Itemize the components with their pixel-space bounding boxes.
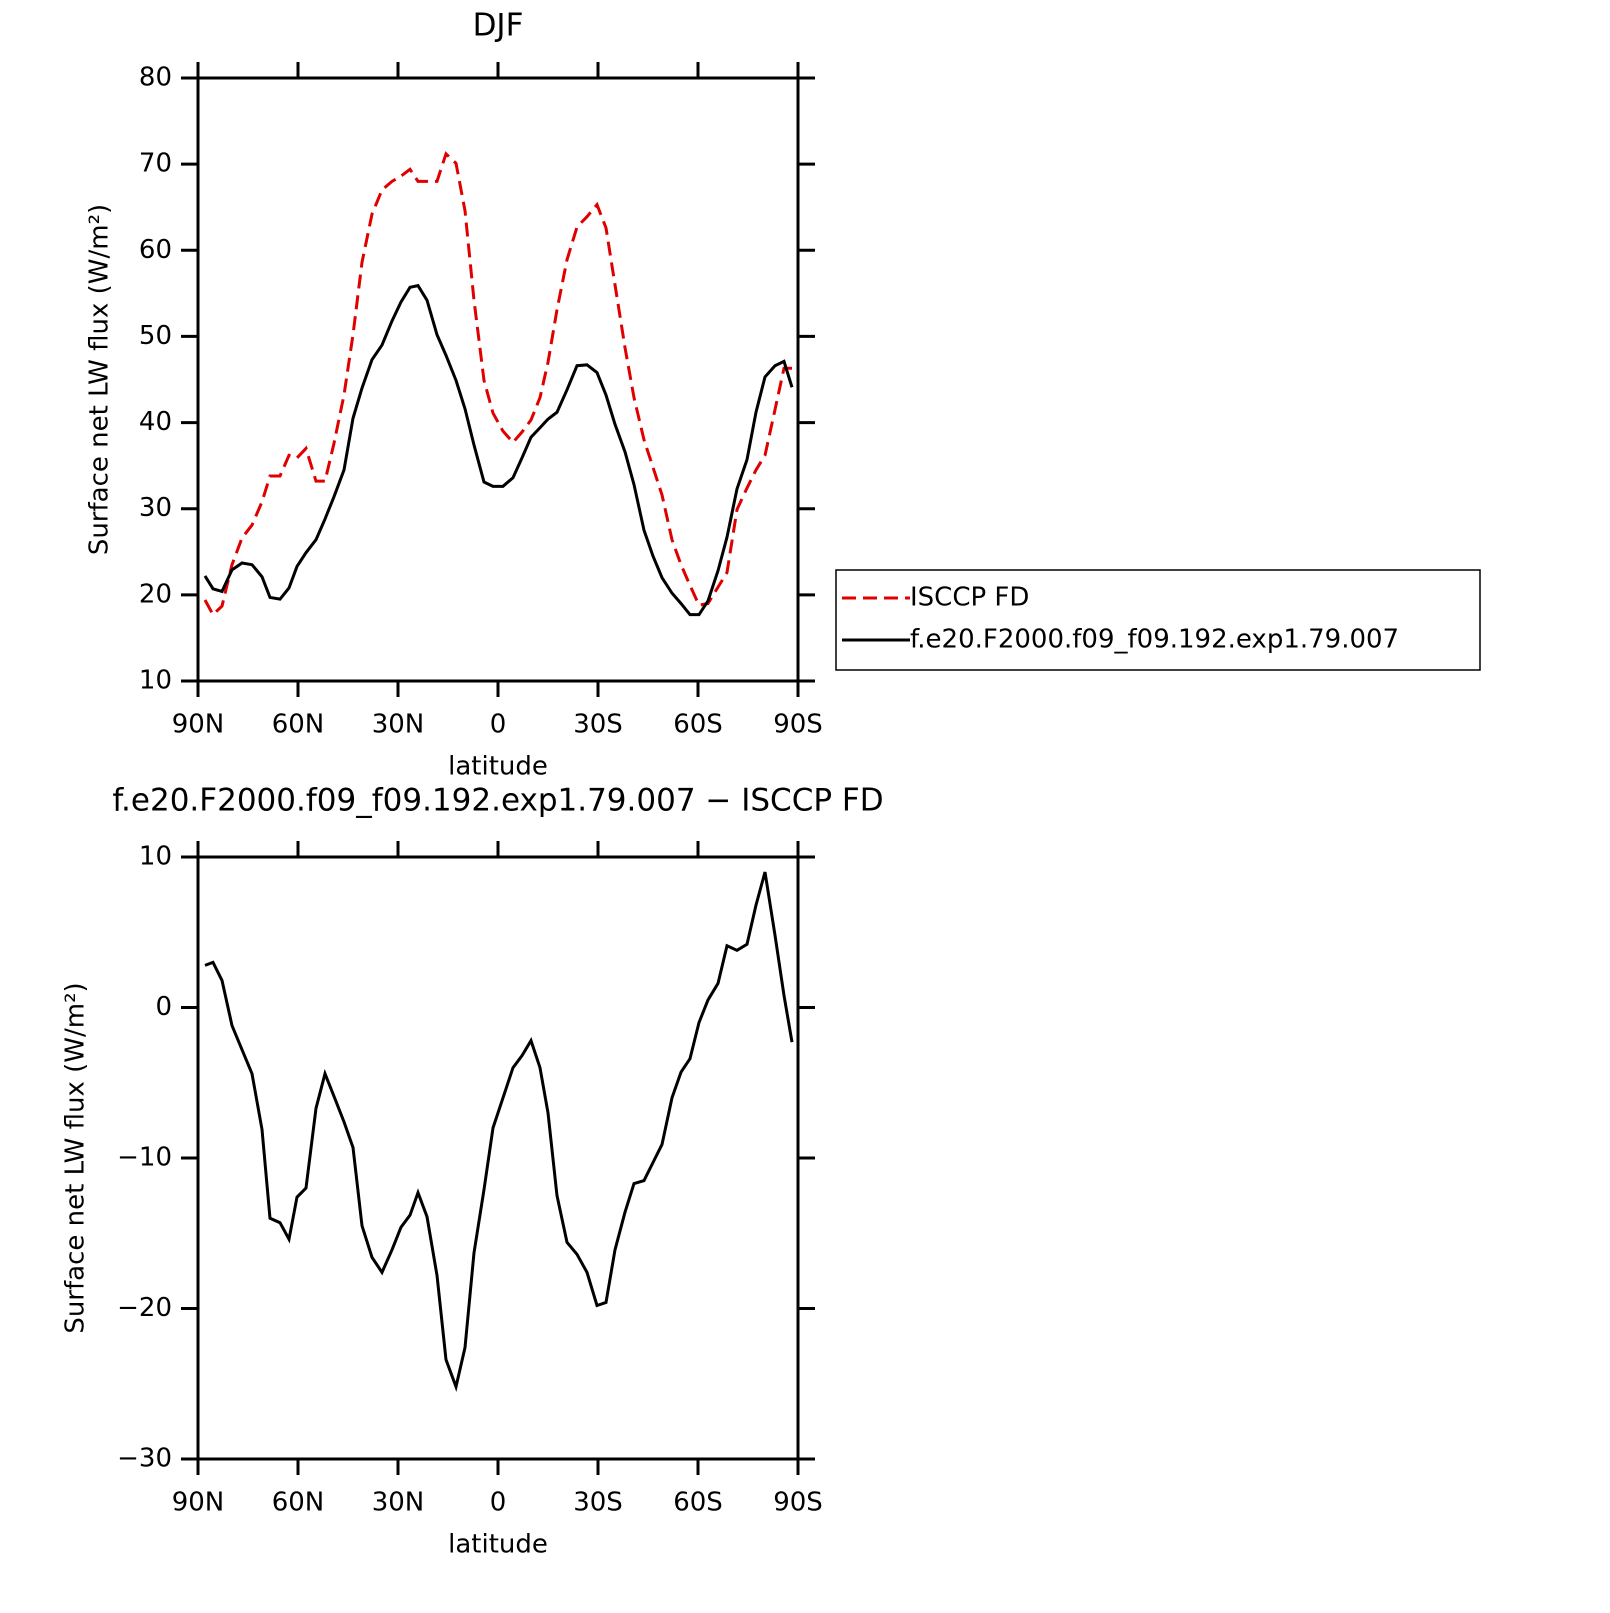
data-line bbox=[203, 283, 794, 617]
chart-title: f.e20.F2000.f09_f09.192.exp1.79.007 − IS… bbox=[112, 783, 883, 819]
x-tick-label: 90S bbox=[773, 1488, 823, 1518]
chart-title: DJF bbox=[473, 8, 524, 44]
y-tick-label: 80 bbox=[139, 63, 172, 93]
x-axis-label: latitude bbox=[448, 1530, 548, 1560]
x-tick-label: 30N bbox=[372, 1488, 425, 1518]
y-tick-label: 10 bbox=[139, 666, 172, 696]
x-tick-label: 60N bbox=[272, 1488, 325, 1518]
y-axis-label: Surface net LW flux (W/m²) bbox=[85, 204, 115, 555]
x-axis-label: latitude bbox=[448, 752, 548, 782]
data-line bbox=[203, 151, 792, 618]
x-tick-label: 60S bbox=[673, 710, 723, 740]
legend-box bbox=[835, 569, 1481, 671]
x-tick-label: 30S bbox=[573, 1488, 623, 1518]
y-tick-label: −30 bbox=[117, 1444, 172, 1474]
x-tick-label: 30S bbox=[573, 710, 623, 740]
data-line bbox=[204, 871, 794, 1392]
y-tick-label: −20 bbox=[117, 1293, 172, 1323]
x-tick-label: 30N bbox=[372, 710, 425, 740]
plot-frame bbox=[196, 855, 800, 1461]
y-tick-label: 50 bbox=[139, 321, 172, 351]
x-tick-label: 90N bbox=[172, 1488, 225, 1518]
y-tick-label: −10 bbox=[117, 1143, 172, 1173]
legend-label: ISCCP FD bbox=[910, 583, 1029, 613]
x-tick-label: 60N bbox=[272, 710, 325, 740]
y-tick-label: 70 bbox=[139, 149, 172, 179]
y-tick-label: 20 bbox=[139, 579, 172, 609]
legend-label: f.e20.F2000.f09_f09.192.exp1.79.007 bbox=[910, 625, 1399, 655]
y-tick-label: 30 bbox=[139, 493, 172, 523]
y-tick-label: 40 bbox=[139, 407, 172, 437]
y-tick-label: 10 bbox=[139, 842, 172, 872]
x-tick-label: 90N bbox=[172, 710, 225, 740]
x-tick-label: 60S bbox=[673, 1488, 723, 1518]
y-tick-label: 0 bbox=[155, 992, 172, 1022]
y-tick-label: 60 bbox=[139, 235, 172, 265]
x-tick-label: 0 bbox=[490, 710, 507, 740]
x-tick-label: 0 bbox=[490, 1488, 507, 1518]
y-axis-label: Surface net LW flux (W/m²) bbox=[61, 982, 91, 1333]
x-tick-label: 90S bbox=[773, 710, 823, 740]
